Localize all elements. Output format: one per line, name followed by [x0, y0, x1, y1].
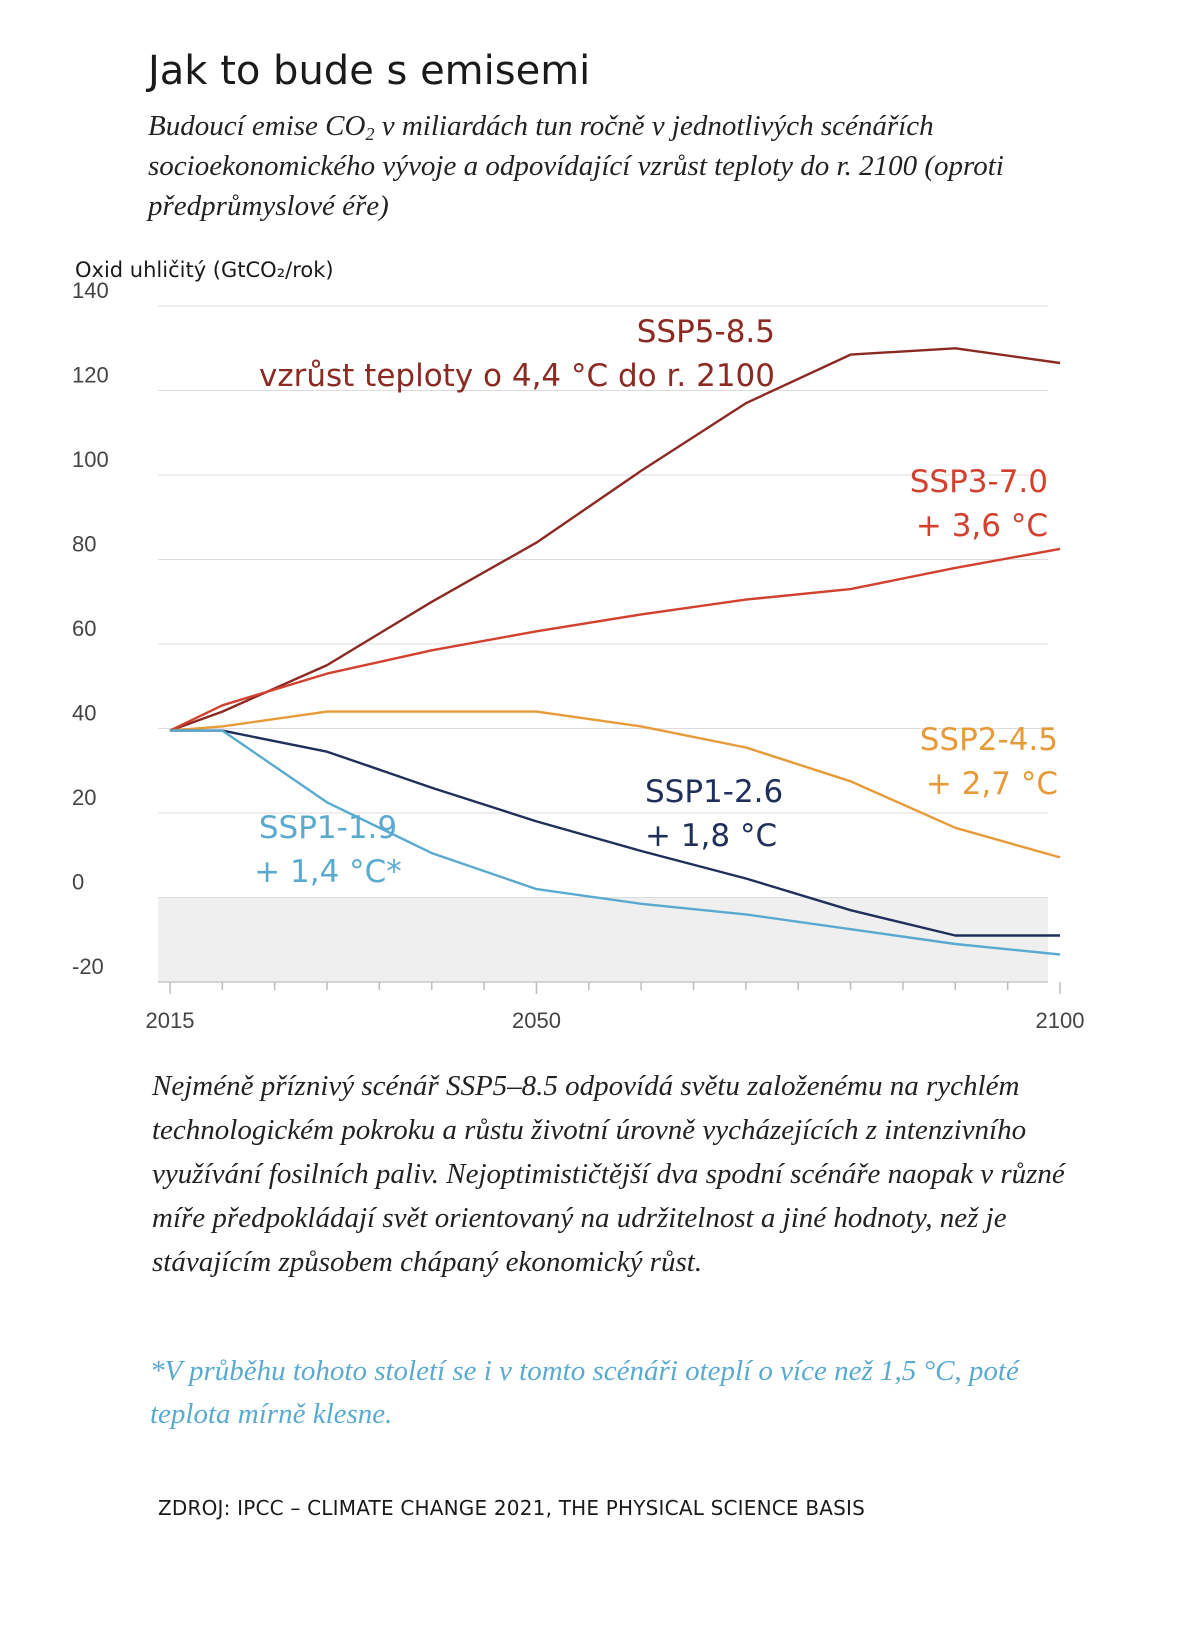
- y-tick-label: 120: [72, 362, 109, 387]
- series-line-ssp3-7.0: [169, 547, 1061, 732]
- series-label-line: + 1,8 °C: [645, 818, 777, 854]
- series-label-line: SSP3-7.0: [910, 464, 1048, 500]
- series-label-line: + 3,6 °C: [916, 508, 1048, 544]
- series-label-line: + 1,4 °C*: [254, 854, 402, 890]
- series-label-line: + 2,7 °C: [926, 766, 1058, 802]
- series-label-ssp3-7.0: SSP3-7.0 + 3,6 °C: [910, 464, 1048, 544]
- series-label-line: SSP5-8.5: [637, 314, 775, 350]
- chart-title: Jak to bude s emisemi: [148, 48, 591, 94]
- series-label-line: SSP2-4.5: [920, 722, 1058, 758]
- y-tick-label: 60: [72, 616, 96, 641]
- series-line-ssp1-2.6: [170, 729, 1060, 937]
- emissions-line-chart: 140 120 100 80 60 40 20 0 -20 2015 2050 2100 SSP5-8…: [72, 280, 1085, 1033]
- subtitle-subscript: 2: [365, 124, 375, 144]
- chart-subtitle: Budoucí emise CO2 v miliardách tun ročně…: [148, 106, 1098, 226]
- chart-caption: Nejméně příznivý scénář SSP5–8.5 odpovíd…: [152, 1070, 1065, 1278]
- y-tick-label: -20: [72, 954, 104, 979]
- x-tick-label: 2015: [146, 1008, 195, 1033]
- y-tick-label: 0: [72, 869, 84, 894]
- series-label-line: SSP1-1.9: [259, 810, 397, 846]
- y-axis-title: Oxid uhličitý (GtCO₂/rok): [75, 258, 334, 282]
- x-tick-label: 2050: [512, 1008, 561, 1033]
- negative-region: [158, 897, 1048, 982]
- subtitle-part-2: v miliardách tun ročně v jednotlivých sc…: [148, 110, 1004, 222]
- series-label-ssp1-2.6: SSP1-2.6 + 1,8 °C: [645, 774, 783, 854]
- y-tick-label: 100: [72, 447, 109, 472]
- series-label-line: SSP1-2.6: [645, 774, 783, 810]
- chart-footnote: *V průběhu tohoto století se i v tomto s…: [150, 1355, 1019, 1430]
- series-label-ssp5-8.5: SSP5-8.5 vzrůst teploty o 4,4 °C do r. 21…: [259, 314, 775, 394]
- y-tick-label: 20: [72, 785, 96, 810]
- series-line-ssp2-4.5: [169, 710, 1061, 859]
- series-label-ssp2-4.5: SSP2-4.5 + 2,7 °C: [920, 722, 1058, 802]
- y-tick-label: 80: [72, 531, 96, 556]
- series-label-line: vzrůst teploty o 4,4 °C do r. 2100: [259, 358, 775, 394]
- x-tick-label: 2100: [1036, 1008, 1085, 1033]
- series-line-ssp1-1.9: [170, 729, 1061, 956]
- series-label-ssp1-1.9: SSP1-1.9 + 1,4 °C*: [254, 810, 402, 890]
- y-tick-label: 40: [72, 700, 96, 725]
- source-credit: ZDROJ: IPCC – CLIMATE CHANGE 2021, THE P…: [158, 1496, 866, 1520]
- subtitle-part-1: Budoucí emise CO: [148, 110, 366, 142]
- y-tick-label: 140: [72, 280, 109, 303]
